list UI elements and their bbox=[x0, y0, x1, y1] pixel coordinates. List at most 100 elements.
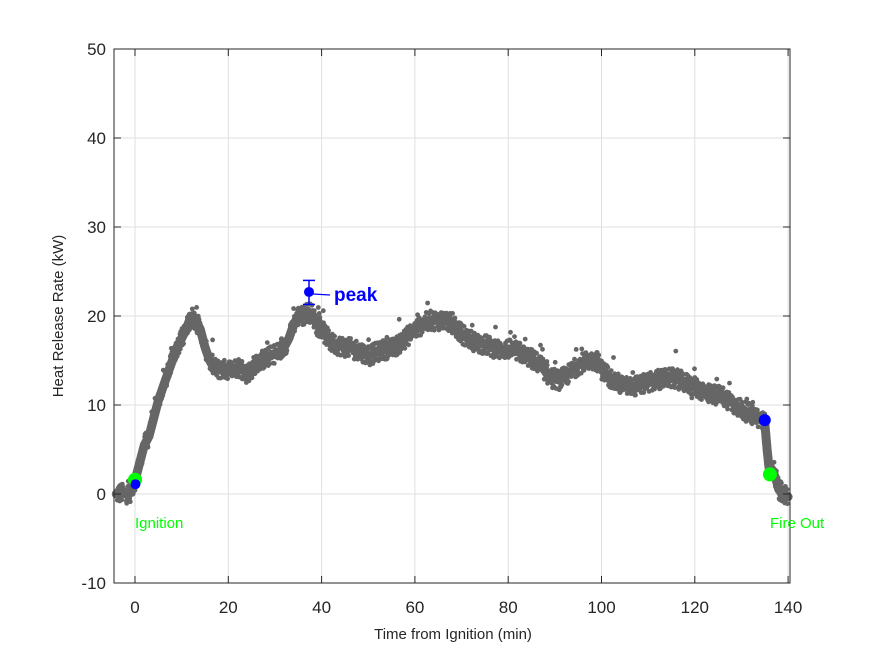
data-point bbox=[596, 352, 602, 358]
data-point bbox=[566, 379, 571, 384]
data-point bbox=[517, 340, 523, 346]
tick-labels: 0 20 40 60 80 100 120 140 -10 0 10 20 30 40 50 bbox=[81, 40, 802, 617]
data-point bbox=[264, 340, 270, 345]
data-point bbox=[673, 348, 679, 354]
y-tick-label: 30 bbox=[87, 218, 106, 237]
data-point bbox=[332, 333, 337, 339]
data-point bbox=[784, 487, 790, 492]
x-tick-label: 60 bbox=[405, 598, 424, 617]
data-point bbox=[466, 332, 472, 338]
data-point bbox=[119, 497, 125, 503]
data-point bbox=[194, 305, 200, 310]
data-point bbox=[742, 405, 747, 411]
data-point bbox=[720, 385, 726, 391]
data-point bbox=[149, 424, 155, 430]
data-point bbox=[755, 424, 761, 430]
data-point bbox=[552, 359, 558, 365]
hrr-trace bbox=[111, 300, 793, 507]
data-point bbox=[166, 373, 172, 379]
x-tick-label: 40 bbox=[312, 598, 331, 617]
data-point bbox=[161, 387, 167, 392]
data-point bbox=[313, 314, 318, 319]
y-axis-label: Heat Release Rate (kW) bbox=[50, 235, 67, 398]
data-point bbox=[176, 350, 182, 356]
data-point bbox=[311, 308, 317, 313]
data-point bbox=[739, 399, 745, 405]
event-markers bbox=[128, 279, 777, 490]
y-tick-label: 20 bbox=[87, 307, 106, 326]
data-point bbox=[239, 359, 245, 364]
data-point bbox=[579, 346, 585, 352]
data-point bbox=[652, 386, 657, 392]
data-point bbox=[692, 366, 697, 372]
y-tick-label: 0 bbox=[97, 485, 106, 504]
data-point bbox=[197, 320, 203, 326]
data-point bbox=[522, 336, 528, 342]
data-point bbox=[556, 377, 562, 382]
data-point bbox=[732, 402, 738, 407]
y-tick-label: -10 bbox=[81, 574, 106, 593]
x-tick-label: 20 bbox=[219, 598, 238, 617]
data-point bbox=[168, 345, 174, 351]
data-point bbox=[419, 329, 425, 335]
data-point bbox=[766, 450, 771, 456]
fire-out-blue-marker bbox=[758, 414, 771, 427]
data-point bbox=[180, 334, 186, 340]
data-point bbox=[725, 406, 730, 412]
data-point bbox=[641, 390, 647, 395]
data-point bbox=[469, 322, 475, 328]
data-point bbox=[493, 324, 498, 330]
data-point bbox=[201, 348, 207, 353]
data-point bbox=[544, 359, 550, 364]
data-point bbox=[200, 332, 206, 338]
peak-arrow-line bbox=[312, 293, 331, 296]
fire-out-annotation: Fire Out bbox=[770, 515, 825, 532]
data-point bbox=[152, 420, 158, 426]
data-point bbox=[225, 376, 231, 382]
data-point bbox=[353, 338, 359, 344]
data-point bbox=[572, 356, 577, 362]
x-tick-label: 120 bbox=[681, 598, 709, 617]
data-point bbox=[319, 330, 325, 335]
data-point bbox=[764, 435, 769, 441]
data-point bbox=[315, 305, 321, 310]
data-point bbox=[291, 306, 296, 311]
data-point bbox=[402, 345, 408, 351]
axis-ticks bbox=[114, 48, 790, 584]
data-point bbox=[210, 337, 216, 343]
data-point bbox=[271, 361, 277, 366]
data-point bbox=[203, 338, 209, 344]
data-point bbox=[346, 353, 351, 358]
data-point bbox=[139, 461, 145, 466]
data-point bbox=[689, 395, 695, 401]
data-point bbox=[498, 342, 504, 348]
data-point bbox=[127, 499, 133, 505]
ignition-annotation: Ignition bbox=[135, 515, 183, 532]
data-point bbox=[656, 381, 662, 387]
x-tick-label: 0 bbox=[130, 598, 139, 617]
data-point bbox=[714, 376, 720, 382]
data-point bbox=[583, 351, 589, 357]
data-point bbox=[154, 409, 160, 415]
data-point bbox=[605, 364, 611, 370]
data-point bbox=[124, 500, 130, 506]
data-point bbox=[192, 312, 198, 318]
data-point bbox=[417, 316, 423, 322]
data-point bbox=[164, 378, 170, 383]
data-point bbox=[744, 396, 750, 402]
data-point bbox=[366, 337, 371, 343]
data-point bbox=[295, 322, 301, 328]
data-point bbox=[425, 300, 430, 306]
data-point bbox=[384, 334, 390, 340]
data-point bbox=[534, 350, 539, 356]
data-point bbox=[187, 327, 193, 332]
data-point bbox=[755, 407, 760, 413]
data-point bbox=[209, 352, 215, 358]
data-point bbox=[750, 399, 756, 405]
data-point bbox=[490, 343, 496, 349]
data-point bbox=[175, 336, 181, 342]
peak-annotation: peak bbox=[334, 285, 378, 306]
data-point bbox=[538, 342, 543, 348]
data-point bbox=[727, 380, 732, 386]
